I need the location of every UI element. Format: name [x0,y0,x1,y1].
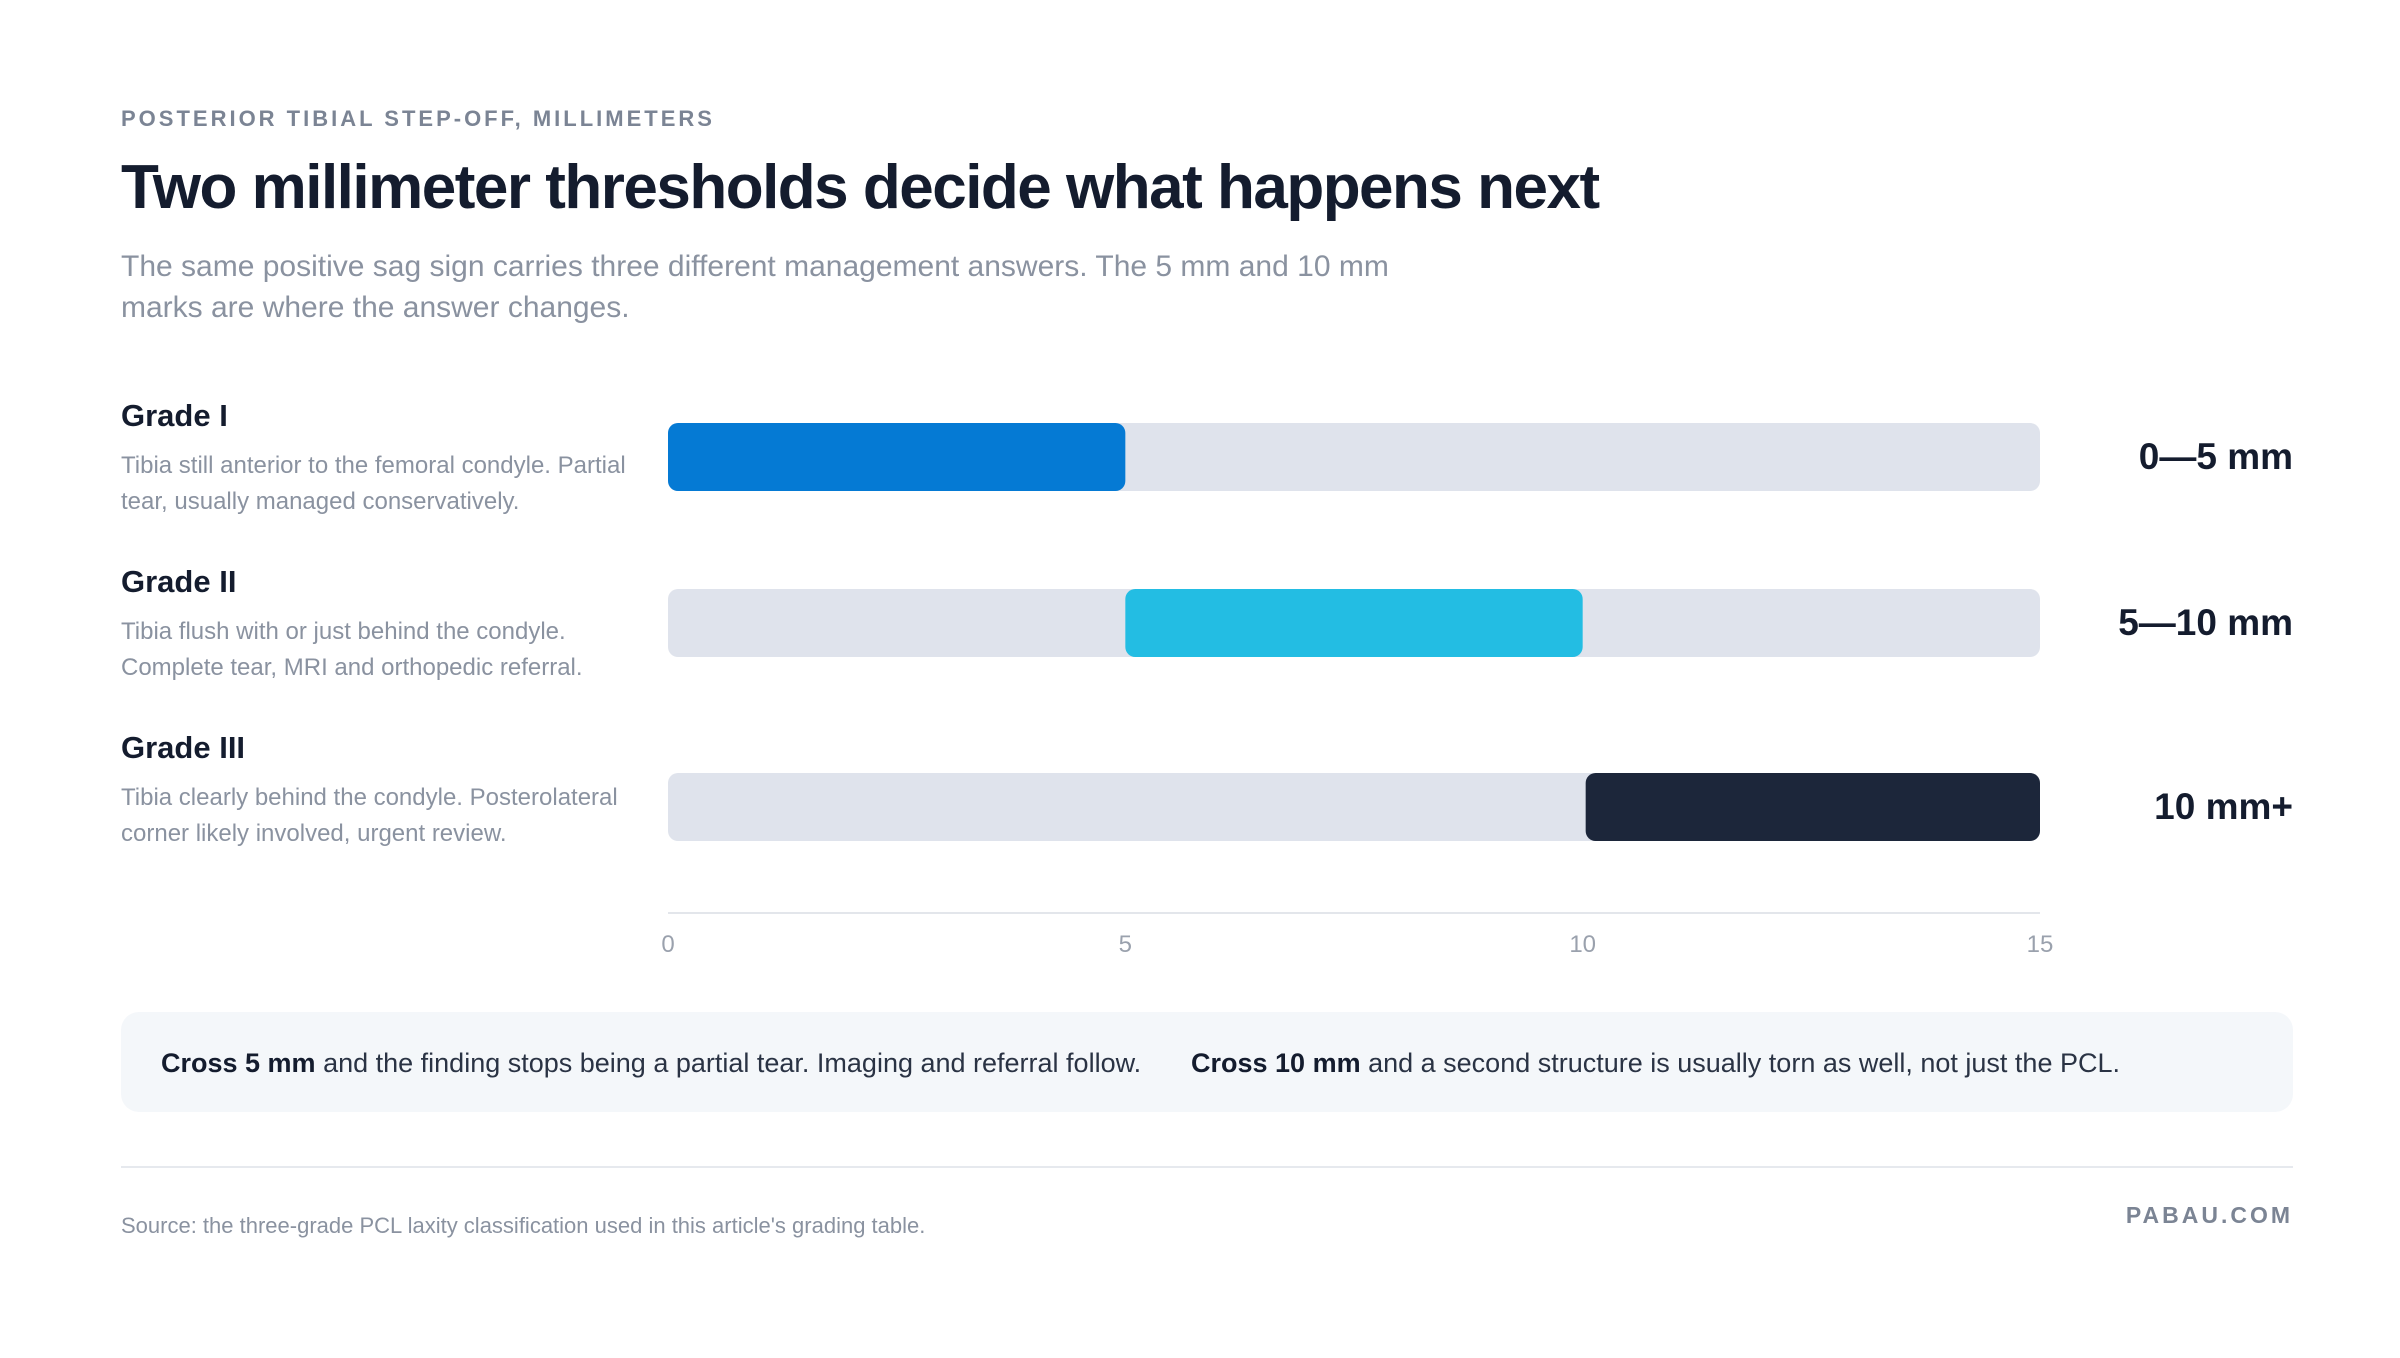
callout-right-text: and a second structure is usually torn a… [1360,1048,2120,1078]
grade-2-range-bar [1125,589,1583,657]
grade-1-name: Grade I [121,398,228,433]
source-note: Source: the three-grade PCL laxity class… [121,1213,926,1238]
x-tick-label: 0 [661,931,674,958]
grade-3-label-block: Grade III Tibia clearly behind the condy… [121,730,641,852]
grade-2-name: Grade II [121,564,237,599]
chart-eyebrow: POSTERIOR TIBIAL STEP-OFF, MILLIMETERS [121,106,715,131]
x-tick-label: 10 [1569,931,1596,958]
callout-left-bold: Cross 5 mm [161,1048,316,1078]
grade-3-name: Grade III [121,730,246,765]
callout-right-bold: Cross 10 mm [1191,1048,1361,1078]
x-tick-label: 15 [2027,931,2054,958]
range-chart: 0 5 10 15 [661,423,2054,958]
grade-2-label-block: Grade II Tibia flush with or just behind… [121,564,641,686]
chart-title: Two millimeter thresholds decide what ha… [121,153,1600,222]
brand-wordmark: PABAU.COM [2125,1202,2293,1228]
grade-1-label-block: Grade I Tibia still anterior to the femo… [121,398,641,520]
grade-1-range-label: 0—5 mm [2138,436,2293,477]
grade-2-description: Tibia flush with or just behind the cond… [121,618,583,681]
grade-1-range-bar [668,423,1126,491]
grade-1-description: Tibia still anterior to the femoral cond… [121,452,626,515]
footer-divider [121,1166,2293,1168]
callout-right: Cross 10 mm and a second structure is us… [1191,1048,2120,1079]
callout-left: Cross 5 mm and the finding stops being a… [161,1048,1141,1079]
chart-subtitle: The same positive sag sign carries three… [121,250,1389,324]
x-tick-label: 5 [1119,931,1132,958]
threshold-callout: Cross 5 mm and the finding stops being a… [121,1012,2293,1112]
grade-3-range-bar [1585,773,2040,841]
grade-3-range-label: 10 mm+ [2154,786,2293,827]
grade-3-description: Tibia clearly behind the condyle. Poster… [121,784,618,847]
callout-left-text: and the finding stops being a partial te… [315,1048,1142,1078]
grade-2-range-label: 5—10 mm [2118,602,2293,643]
